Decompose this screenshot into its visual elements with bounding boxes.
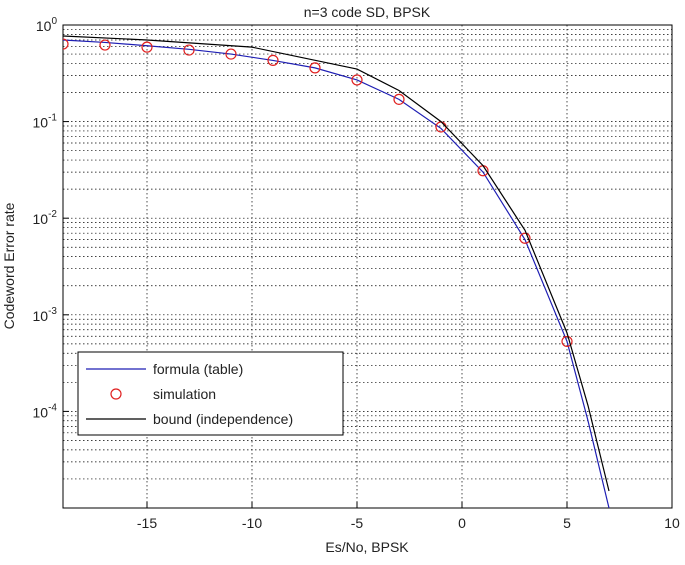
marker xyxy=(561,335,573,348)
marker xyxy=(393,93,405,105)
y-tick-label: 100 xyxy=(36,16,58,34)
x-tick-label: 5 xyxy=(563,515,571,531)
series-line xyxy=(63,35,610,492)
marker xyxy=(519,232,531,244)
x-tick-label: -15 xyxy=(137,515,157,531)
marker xyxy=(183,44,195,56)
x-axis-label: Es/No, BPSK xyxy=(325,539,409,555)
plot-frame xyxy=(62,24,673,509)
legend-label: bound (independence) xyxy=(153,411,293,427)
y-tick-label: 10-4 xyxy=(33,402,58,420)
marker xyxy=(267,54,279,67)
chart-title: n=3 code SD, BPSK xyxy=(304,4,431,20)
marker xyxy=(99,39,111,51)
marker xyxy=(63,38,69,50)
x-tick-label: -10 xyxy=(242,515,262,531)
y-tick-label: 10-2 xyxy=(33,209,58,227)
legend-marker xyxy=(110,388,122,400)
marker xyxy=(141,41,153,53)
y-axis-label: Codeword Error rate xyxy=(1,202,17,329)
y-tick-label: 10-3 xyxy=(33,306,58,324)
y-tick-label: 10-1 xyxy=(33,113,58,131)
legend-box xyxy=(77,351,344,436)
marker xyxy=(225,48,237,60)
marker xyxy=(309,62,321,74)
x-tick-label: 10 xyxy=(664,515,680,531)
series-line xyxy=(63,39,610,508)
marker xyxy=(435,121,447,133)
x-tick-label: -5 xyxy=(351,515,364,531)
x-tick-label: 0 xyxy=(458,515,466,531)
legend-label: simulation xyxy=(153,386,216,402)
plot-area xyxy=(63,35,610,508)
legend-label: formula (table) xyxy=(153,361,243,377)
marker xyxy=(351,74,363,86)
